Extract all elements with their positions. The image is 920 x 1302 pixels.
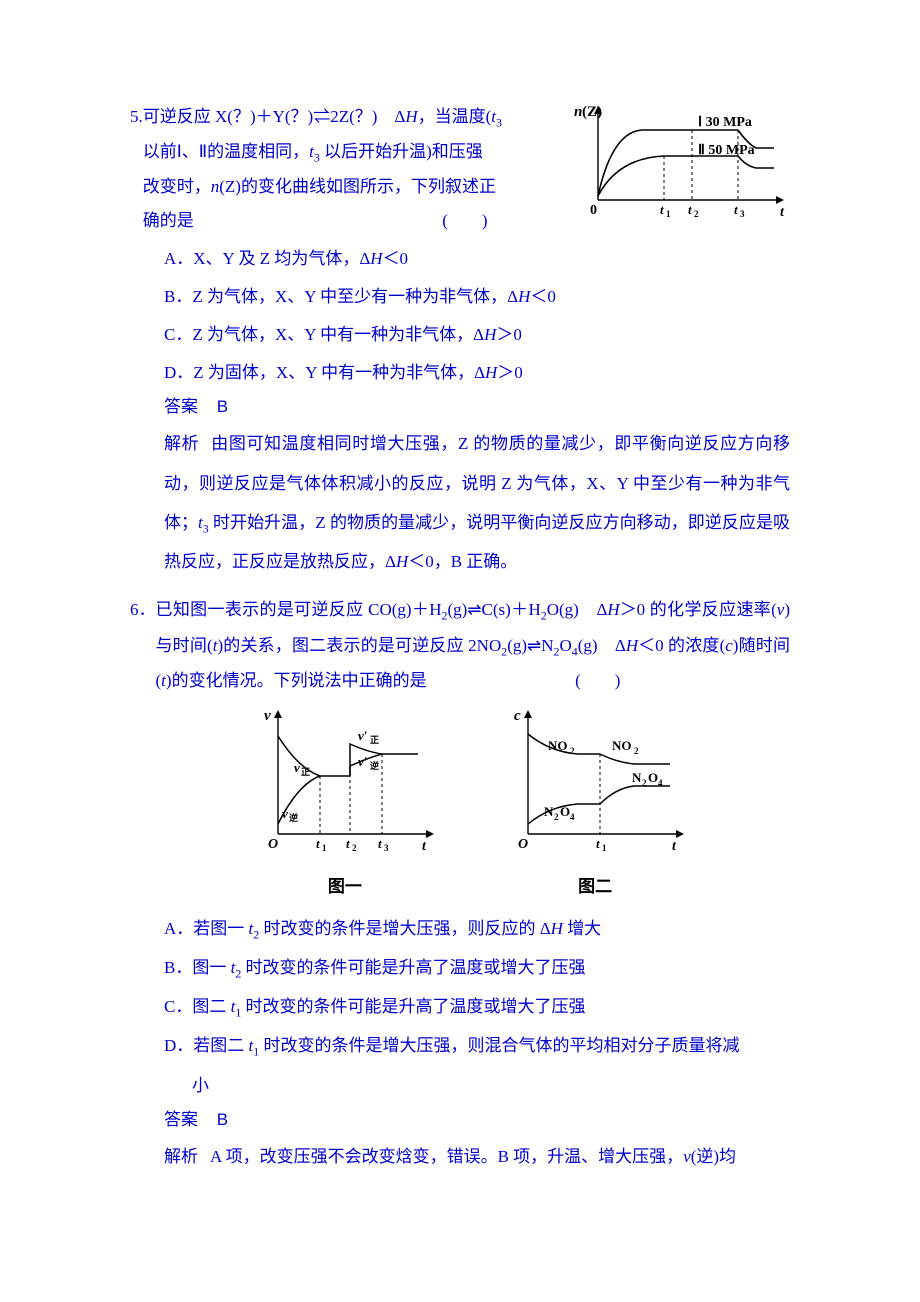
figure-2: c NO 2 NO 2 N 2 O 4 N 2 O 4 O t 1 t 图二 <box>500 706 690 904</box>
v-vs-t-chart: v v 正 v 逆 v′ 正 v′ 逆 O t1 t2 t3 t <box>250 706 440 856</box>
svg-text:NO: NO <box>548 738 568 753</box>
svg-text:N: N <box>632 770 642 785</box>
svg-text:c: c <box>514 708 521 724</box>
q5-option-c: C．Z 为气体，X、Y 中有一种为非气体，ΔH＞0 <box>130 318 790 352</box>
q6-number: 6． <box>130 593 156 627</box>
svg-text:4: 4 <box>570 812 575 822</box>
svg-text:t: t <box>672 839 677 854</box>
svg-text:2: 2 <box>642 778 647 788</box>
q5-option-a: A．X、Y 及 Z 均为气体，ΔH＜0 <box>130 242 790 276</box>
answer-blank: ( ) <box>575 671 620 690</box>
q5-chart: n (Z) Ⅰ 30 MPa Ⅱ 50 MPa 0 t 1 t 2 t 3 t <box>570 100 790 232</box>
svg-text:t: t <box>688 202 692 217</box>
nz-vs-t-chart: n (Z) Ⅰ 30 MPa Ⅱ 50 MPa 0 t 1 t 2 t 3 t <box>570 100 790 220</box>
svg-text:t: t <box>596 836 600 851</box>
q6-option-d: D．若图二 t1 时改变的条件是增大压强，则混合气体的平均相对分子质量将减 <box>130 1029 790 1064</box>
svg-text:1: 1 <box>666 209 671 219</box>
svg-text:t: t <box>346 836 350 851</box>
svg-text:O: O <box>560 804 570 819</box>
figure-1-label: 图一 <box>250 870 440 904</box>
svg-text:v: v <box>282 806 288 821</box>
svg-text:逆: 逆 <box>370 760 379 771</box>
svg-text:2: 2 <box>554 812 559 822</box>
svg-text:O: O <box>268 837 278 852</box>
svg-text:v′: v′ <box>358 754 368 769</box>
svg-text:v′: v′ <box>358 728 368 743</box>
svg-text:逆: 逆 <box>289 812 298 823</box>
svg-text:正: 正 <box>301 767 310 777</box>
figure-2-label: 图二 <box>500 870 690 904</box>
svg-text:1: 1 <box>602 843 607 853</box>
q6-answer-row: 答案 B <box>130 1103 790 1137</box>
explanation-label: 解析 <box>164 1147 198 1166</box>
svg-text:t: t <box>378 836 382 851</box>
c-vs-t-chart: c NO 2 NO 2 N 2 O 4 N 2 O 4 O t 1 t <box>500 706 690 856</box>
series-2-label: Ⅱ 50 MPa <box>698 143 755 158</box>
svg-text:2: 2 <box>570 746 575 756</box>
explanation-label: 解析 <box>164 434 199 453</box>
q6-text: 已知图一表示的是可逆反应 CO(g)＋H2(g)⇌C(s)＋H2O(g) ΔH＞… <box>156 593 791 697</box>
x-axis-label: t <box>780 205 785 220</box>
svg-text:1: 1 <box>322 843 327 853</box>
answer-blank: ( ) <box>442 211 487 230</box>
svg-text:O: O <box>518 837 528 852</box>
q5-option-d: D．Z 为固体，X、Y 中有一种为非气体，ΔH＞0 <box>130 356 790 390</box>
svg-text:N: N <box>544 804 554 819</box>
origin-label: 0 <box>590 203 597 218</box>
q5-stem: 5. <box>130 100 790 238</box>
y-axis-label-z: (Z) <box>582 104 602 120</box>
question-6: 6． 已知图一表示的是可逆反应 CO(g)＋H2(g)⇌C(s)＋H2O(g) … <box>130 593 790 1175</box>
q5-text: n (Z) Ⅰ 30 MPa Ⅱ 50 MPa 0 t 1 t 2 t 3 t … <box>143 100 790 238</box>
svg-text:t: t <box>316 836 320 851</box>
q6-option-d-cont: 小 <box>130 1069 790 1103</box>
svg-text:2: 2 <box>694 209 699 219</box>
answer-label: 答案 <box>164 1110 198 1129</box>
svg-text:t: t <box>422 839 427 854</box>
svg-text:2: 2 <box>634 746 639 756</box>
answer-label: 答案 <box>164 397 198 416</box>
svg-text:正: 正 <box>370 735 379 745</box>
svg-text:v: v <box>294 760 300 775</box>
svg-text:3: 3 <box>384 843 389 853</box>
q5-option-b: B．Z 为气体，X、Y 中至少有一种为非气体，ΔH＜0 <box>130 280 790 314</box>
q6-option-a: A．若图一 t2 时改变的条件是增大压强，则反应的 ΔH 增大 <box>130 912 790 947</box>
svg-text:4: 4 <box>658 778 663 788</box>
q5-explanation: 解析由图可知温度相同时增大压强，Z 的物质的量减少，即平衡向逆反应方向移动，则逆… <box>130 424 790 581</box>
q6-stem: 6． 已知图一表示的是可逆反应 CO(g)＋H2(g)⇌C(s)＋H2O(g) … <box>130 593 790 697</box>
svg-text:NO: NO <box>612 738 632 753</box>
q6-figures: v v 正 v 逆 v′ 正 v′ 逆 O t1 t2 t3 t 图一 <box>130 706 790 904</box>
q6-answer: B <box>217 1110 228 1129</box>
q6-option-b: B．图一 t2 时改变的条件可能是升高了温度或增大了压强 <box>130 951 790 986</box>
q6-explanation: 解析A 项，改变压强不会改变焓变，错误。B 项，升温、增大压强，v(逆)均 <box>130 1137 790 1176</box>
svg-text:3: 3 <box>740 209 745 219</box>
question-5: 5. <box>130 100 790 581</box>
svg-text:v: v <box>264 708 271 724</box>
figure-1: v v 正 v 逆 v′ 正 v′ 逆 O t1 t2 t3 t 图一 <box>250 706 440 904</box>
svg-text:2: 2 <box>352 843 357 853</box>
svg-text:t: t <box>734 202 738 217</box>
q5-number: 5. <box>130 100 143 134</box>
series-1-label: Ⅰ 30 MPa <box>698 115 752 130</box>
svg-text:O: O <box>648 770 658 785</box>
svg-text:t: t <box>660 202 664 217</box>
q5-answer: B <box>217 397 228 416</box>
q5-answer-row: 答案 B <box>130 390 790 424</box>
q6-option-c: C．图二 t1 时改变的条件可能是升高了温度或增大了压强 <box>130 990 790 1025</box>
